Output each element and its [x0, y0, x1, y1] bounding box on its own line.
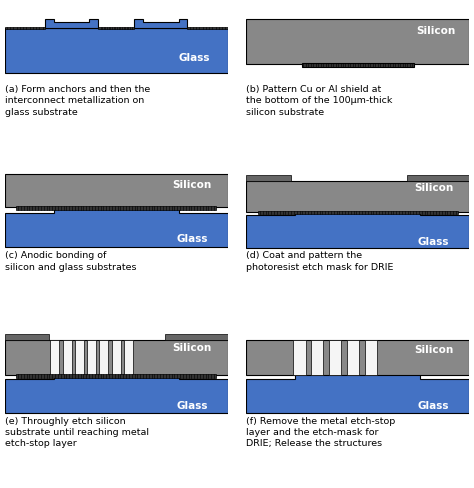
- Text: Silicon: Silicon: [416, 26, 456, 36]
- Polygon shape: [246, 181, 469, 212]
- Polygon shape: [246, 206, 469, 248]
- Polygon shape: [246, 340, 469, 375]
- Polygon shape: [63, 340, 72, 375]
- Text: (c) Anodic bonding of
silicon and glass substrates: (c) Anodic bonding of silicon and glass …: [5, 251, 136, 272]
- Polygon shape: [5, 369, 228, 413]
- Polygon shape: [134, 19, 187, 28]
- Text: Glass: Glass: [176, 234, 208, 244]
- Polygon shape: [100, 340, 109, 375]
- Text: Silicon: Silicon: [172, 180, 211, 189]
- Polygon shape: [5, 174, 228, 207]
- Polygon shape: [16, 374, 216, 378]
- Polygon shape: [5, 340, 228, 375]
- Polygon shape: [311, 340, 323, 375]
- Polygon shape: [346, 340, 359, 375]
- Text: Silicon: Silicon: [414, 183, 453, 193]
- Polygon shape: [45, 19, 98, 28]
- Text: Silicon: Silicon: [172, 343, 211, 352]
- Text: (f) Remove the metal etch-stop
layer and the etch-mask for
DRIE; Release the str: (f) Remove the metal etch-stop layer and…: [246, 416, 396, 448]
- Text: (b) Pattern Cu or Al shield at
the bottom of the 100μm-thick
silicon substrate: (b) Pattern Cu or Al shield at the botto…: [246, 84, 393, 117]
- Text: Glass: Glass: [418, 402, 449, 411]
- Polygon shape: [246, 369, 469, 413]
- Text: (a) Form anchors and then the
interconnect metallization on
glass substrate: (a) Form anchors and then the interconne…: [5, 84, 150, 117]
- Text: Glass: Glass: [418, 237, 449, 246]
- Polygon shape: [75, 340, 84, 375]
- Polygon shape: [246, 175, 291, 181]
- Polygon shape: [5, 205, 228, 247]
- Polygon shape: [87, 340, 96, 375]
- Polygon shape: [165, 334, 228, 340]
- Polygon shape: [5, 28, 228, 73]
- Polygon shape: [98, 27, 134, 29]
- Polygon shape: [246, 19, 469, 63]
- Polygon shape: [407, 175, 469, 181]
- Polygon shape: [50, 340, 59, 375]
- Polygon shape: [5, 27, 45, 29]
- Polygon shape: [187, 27, 228, 29]
- Text: Silicon: Silicon: [414, 346, 453, 355]
- Text: Glass: Glass: [178, 53, 210, 63]
- Polygon shape: [258, 211, 458, 214]
- Text: Glass: Glass: [176, 402, 208, 411]
- Polygon shape: [112, 340, 120, 375]
- Polygon shape: [16, 206, 216, 210]
- Polygon shape: [302, 63, 413, 67]
- Text: (d) Coat and pattern the
photoresist etch mask for DRIE: (d) Coat and pattern the photoresist etc…: [246, 251, 394, 272]
- Polygon shape: [365, 340, 377, 375]
- Polygon shape: [124, 340, 133, 375]
- Polygon shape: [5, 334, 49, 340]
- Text: (e) Throughly etch silicon
substrate until reaching metal
etch-stop layer: (e) Throughly etch silicon substrate unt…: [5, 416, 149, 448]
- Polygon shape: [293, 340, 306, 375]
- Polygon shape: [329, 340, 341, 375]
